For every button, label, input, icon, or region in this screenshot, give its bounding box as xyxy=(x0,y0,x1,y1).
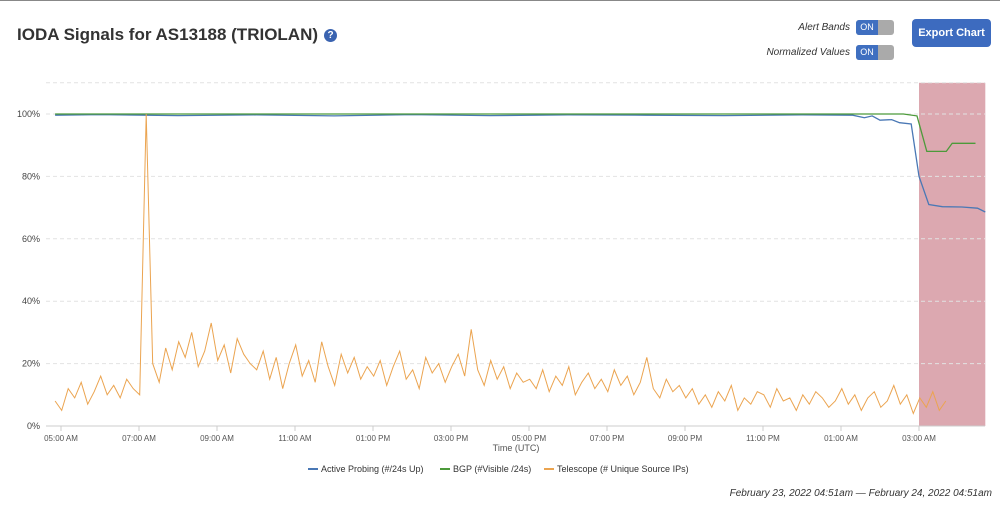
y-tick-label: 80% xyxy=(22,171,40,181)
y-tick-label: 60% xyxy=(22,234,40,244)
series-line-1 xyxy=(55,113,976,153)
y-tick-label: 100% xyxy=(17,109,40,119)
normalized-label: Normalized Values xyxy=(766,47,850,58)
alert-band xyxy=(919,82,986,427)
x-tick-label: 05:00 PM xyxy=(512,434,547,443)
export-chart-button[interactable]: Export Chart xyxy=(912,19,991,47)
legend-item: Telescope (# Unique Source IPs) xyxy=(557,464,689,474)
normalized-values-toggle[interactable]: ON xyxy=(856,45,894,60)
x-tick-label: 01:00 AM xyxy=(824,434,858,443)
x-tick-label: 05:00 AM xyxy=(44,434,78,443)
normalized-toggle-row: Normalized Values ON xyxy=(766,45,894,60)
toggle-state: ON xyxy=(856,20,878,35)
x-tick-label: 11:00 AM xyxy=(278,434,312,443)
help-icon[interactable]: ? xyxy=(324,29,338,42)
series-line-0 xyxy=(55,113,986,213)
alert-bands-toggle-row: Alert Bands ON xyxy=(798,20,894,35)
alert-bands-label: Alert Bands xyxy=(798,22,850,33)
x-tick-label: 09:00 PM xyxy=(668,434,703,443)
legend-item: Active Probing (#/24s Up) xyxy=(321,464,424,474)
series-line-2 xyxy=(54,113,947,415)
x-tick-label: 03:00 PM xyxy=(434,434,469,443)
x-tick-label: 11:00 PM xyxy=(746,434,780,443)
y-tick-label: 0% xyxy=(27,421,40,431)
x-tick-label: 01:00 PM xyxy=(356,434,391,443)
date-range: February 23, 2022 04:51am — February 24,… xyxy=(729,488,992,499)
title-text: IODA Signals for AS13188 (TRIOLAN) xyxy=(17,25,319,44)
x-tick-label: 07:00 PM xyxy=(590,434,625,443)
page-title: IODA Signals for AS13188 (TRIOLAN)? xyxy=(17,25,338,45)
toggle-state: ON xyxy=(856,45,878,60)
y-tick-label: 40% xyxy=(22,296,40,306)
alert-bands-toggle[interactable]: ON xyxy=(856,20,894,35)
x-tick-label: 03:00 AM xyxy=(902,434,936,443)
legend-item: BGP (#Visible /24s) xyxy=(453,464,531,474)
x-tick-label: 09:00 AM xyxy=(200,434,234,443)
x-tick-label: 07:00 AM xyxy=(122,434,156,443)
y-tick-label: 20% xyxy=(22,359,40,369)
x-axis-label: Time (UTC) xyxy=(493,443,540,453)
